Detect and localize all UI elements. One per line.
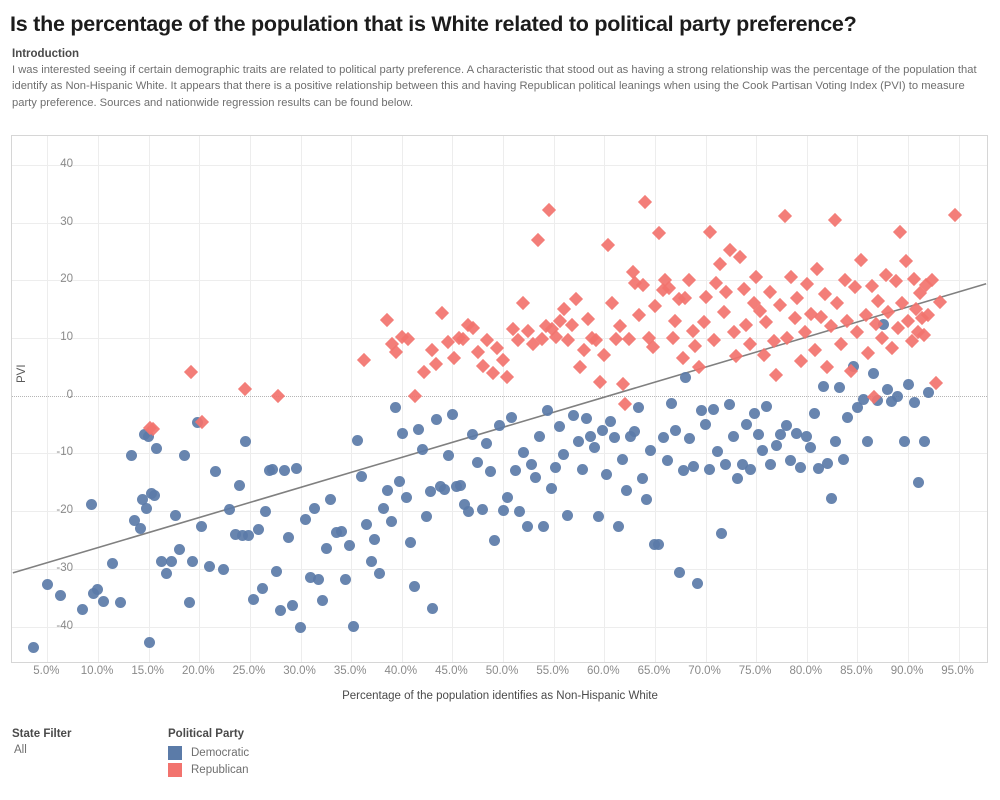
y-axis-tick-labels: 40 30 20 10 0 -10 -20 -30 -40 xyxy=(11,135,73,663)
x-axis-tick: 90.0% xyxy=(890,665,924,677)
y-axis-tick: 30 xyxy=(60,215,73,228)
state-filter[interactable]: State Filter All xyxy=(12,728,71,756)
x-axis-tick: 10.0% xyxy=(80,665,114,677)
y-axis-tick: 10 xyxy=(60,331,73,343)
y-axis-tick: -30 xyxy=(56,561,73,574)
gridline-vertical xyxy=(857,136,859,662)
y-axis-tick: -10 xyxy=(56,446,73,459)
x-axis-tick: 25.0% xyxy=(232,665,266,677)
gridline-vertical xyxy=(503,136,504,662)
x-axis-tick: 95.0% xyxy=(941,665,974,677)
x-axis-tick: 80.0% xyxy=(789,665,823,677)
x-axis-tick: 65.0% xyxy=(637,665,671,677)
gridline-vertical xyxy=(249,136,251,662)
gridline-horizontal xyxy=(12,453,987,455)
page-header: Is the percentage of the population that… xyxy=(0,0,1000,111)
y-axis-tick: 20 xyxy=(60,273,73,286)
gridline-horizontal xyxy=(12,338,987,339)
legend-title: Political Party xyxy=(168,728,245,740)
gridline-horizontal xyxy=(12,568,987,570)
gridline-vertical xyxy=(401,136,403,662)
x-axis-tick: 35.0% xyxy=(333,665,367,677)
gridline-vertical xyxy=(756,136,758,662)
gridline-vertical xyxy=(604,136,606,662)
gridline-vertical xyxy=(806,136,808,662)
x-axis-tick: 40.0% xyxy=(384,665,418,677)
gridline-vertical xyxy=(148,136,150,662)
y-axis-tick: 0 xyxy=(66,388,73,401)
state-filter-title: State Filter xyxy=(12,728,72,740)
y-axis-title: PVI xyxy=(16,364,28,383)
y-axis-tick: -40 xyxy=(56,619,73,632)
x-axis-tick: 60.0% xyxy=(586,665,620,677)
x-axis-tick: 45.0% xyxy=(435,665,468,677)
gridline-horizontal xyxy=(12,280,987,282)
chart-footer: State Filter All Political Party Democra… xyxy=(0,718,1000,800)
gridline-vertical xyxy=(908,136,909,662)
scatter-chart-panel[interactable] xyxy=(11,135,988,663)
state-filter-value[interactable]: All xyxy=(14,744,27,756)
gridline-horizontal xyxy=(12,222,987,224)
x-axis-tick: 20.0% xyxy=(181,665,215,677)
trend-line xyxy=(12,282,987,574)
x-axis-tick: 75.0% xyxy=(738,665,772,677)
legend-item-republican[interactable]: Republican xyxy=(168,761,249,778)
x-axis-tick: 50.0% xyxy=(485,665,519,677)
gridline-vertical xyxy=(553,136,555,662)
gridline-vertical xyxy=(958,136,960,662)
intro-body: I was interested seeing if certain demog… xyxy=(12,63,977,109)
legend-label-democratic: Democratic xyxy=(191,746,250,759)
legend-item-democratic[interactable]: Democratic xyxy=(168,744,249,761)
y-axis-tick: 40 xyxy=(60,157,73,170)
x-axis-tick: 70.0% xyxy=(688,665,721,677)
legend-label-republican: Republican xyxy=(191,763,249,776)
gridline-vertical xyxy=(452,136,454,662)
x-axis-tick: 85.0% xyxy=(840,665,873,677)
x-axis-tick: 15.0% xyxy=(131,665,164,677)
legend-swatch-republican xyxy=(168,762,182,777)
gridline-vertical xyxy=(98,136,100,662)
x-axis-tick: 30.0% xyxy=(283,665,316,677)
gridline-horizontal xyxy=(12,164,987,166)
x-axis-tick: 5.0% xyxy=(33,665,60,677)
gridline-vertical xyxy=(300,136,302,662)
y-axis-tick: -20 xyxy=(56,504,73,517)
legend-swatch-democratic xyxy=(168,745,182,760)
gridline-vertical xyxy=(705,136,707,662)
plot-area[interactable] xyxy=(12,136,987,662)
x-axis-title: Percentage of the population identifies … xyxy=(342,690,658,702)
gridline-vertical xyxy=(47,136,49,662)
gridline-vertical xyxy=(351,136,353,662)
x-axis-tick: 55.0% xyxy=(536,665,569,677)
gridline-horizontal xyxy=(12,626,987,628)
page-title: Is the percentage of the population that… xyxy=(10,12,857,36)
legend[interactable]: Political Party Democratic Republican xyxy=(168,728,249,778)
intro-heading: Introduction xyxy=(12,47,80,60)
x-axis-tick-labels: 5.0% 10.0% 15.0% 20.0% 25.0% 30.0% 35.0% 40.0% 4… xyxy=(11,665,988,685)
gridline-vertical xyxy=(654,136,656,662)
zero-reference-line xyxy=(12,395,987,397)
gridline-vertical xyxy=(199,136,201,662)
